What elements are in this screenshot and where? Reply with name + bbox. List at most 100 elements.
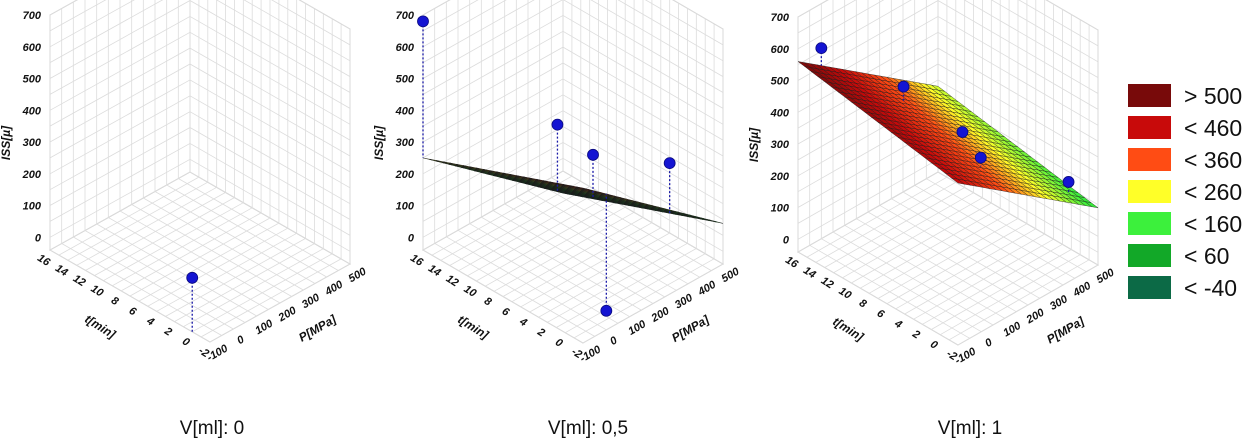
- y-tick-label: 4: [517, 315, 529, 329]
- grid-line: [49, 0, 351, 93]
- legend-label: < 360: [1184, 147, 1242, 173]
- grid-line: [868, 0, 1010, 294]
- grid-line: [112, 0, 253, 287]
- y-tick-label: 14: [801, 264, 818, 281]
- grid-line: [538, 3, 679, 318]
- y-tick-label: 8: [482, 295, 494, 309]
- grid-line: [129, 0, 271, 297]
- data-point: [974, 151, 987, 164]
- z-tick-label: 400: [22, 105, 42, 117]
- grid-line: [422, 0, 724, 93]
- z-tick-label: 400: [770, 107, 790, 119]
- grid-line: [49, 47, 351, 141]
- plot-panel-v05: 0100200300400500600700-10001002003004005…: [372, 0, 742, 365]
- grid-line: [49, 0, 351, 77]
- z-tick-label: 200: [395, 169, 415, 181]
- grid-line: [573, 23, 715, 339]
- grid-line: [904, 0, 1046, 315]
- grid-line: [49, 0, 351, 46]
- data-points: [815, 42, 1075, 193]
- z-tick-label: 600: [771, 44, 790, 56]
- surface-cell: [709, 220, 724, 224]
- grid-line: [797, 0, 939, 253]
- z-tick-label: 700: [771, 12, 790, 24]
- x-tick-label: 300: [1048, 293, 1071, 313]
- x-tick-label: 300: [300, 291, 323, 311]
- data-point: [1062, 176, 1075, 188]
- grid-line: [797, 0, 1099, 47]
- grid-line: [422, 78, 724, 173]
- x-tick-label: 400: [322, 278, 346, 299]
- legend-label: < -40: [1184, 275, 1237, 301]
- y-tick-label: 16: [35, 252, 52, 269]
- y-tick-label: 6: [500, 305, 512, 319]
- legend-label: < 60: [1184, 243, 1229, 269]
- y-tick-label: 2: [161, 325, 173, 339]
- grid-line: [183, 13, 324, 328]
- grid-line: [49, 142, 351, 236]
- y-tick-label: 2: [534, 326, 546, 340]
- grid-line: [449, 0, 591, 266]
- y-axis-label: t[min]: [455, 312, 492, 342]
- grid-line: [49, 0, 191, 251]
- x-tick-label: 400: [1070, 280, 1094, 301]
- y-tick-label: 0: [553, 336, 565, 350]
- grid-line: [547, 8, 688, 323]
- y-tick-label: 10: [462, 283, 479, 300]
- grid-line: [103, 0, 244, 282]
- panel-caption: V[ml]: 0,5: [548, 418, 628, 439]
- legend-swatch: [1128, 244, 1171, 267]
- data-point: [587, 148, 599, 161]
- grid-line: [431, 0, 573, 256]
- z-tick-label: 0: [35, 232, 42, 244]
- grid-line: [49, 63, 351, 157]
- x-tick-label: 300: [673, 292, 696, 312]
- y-tick-label: 0: [928, 338, 940, 352]
- x-tick-label: 200: [276, 304, 300, 325]
- grid-line: [940, 19, 1081, 336]
- grid-line: [824, 0, 966, 268]
- grid-line: [422, 46, 724, 141]
- x-tick-label: 200: [1024, 306, 1048, 327]
- panel-caption: V[ml]: 0: [180, 418, 244, 439]
- grid-line: [806, 0, 948, 258]
- legend-label: < 460: [1184, 115, 1242, 141]
- y-axis-label: t[min]: [830, 314, 867, 344]
- y-tick-label: 10: [837, 285, 854, 302]
- grid-line: [49, 127, 351, 220]
- grid-line: [76, 0, 218, 266]
- legend-swatch: [1128, 180, 1171, 203]
- grid-line: [797, 79, 1099, 174]
- y-tick-label: 14: [426, 262, 443, 279]
- grid-line: [797, 0, 1099, 94]
- grid-line: [49, 15, 351, 109]
- panel-caption: V[ml]: 1: [938, 418, 1002, 439]
- grid-line: [833, 0, 974, 274]
- color-legend: > 500 < 460 < 360 < 260 < 160 < 60 < -40: [1128, 83, 1242, 301]
- grid-line: [67, 0, 209, 261]
- z-tick-label: 200: [22, 169, 42, 181]
- legend-label: < 160: [1184, 211, 1242, 237]
- data-point: [956, 126, 969, 138]
- y-tick-label: 4: [892, 317, 904, 331]
- grid-line: [485, 0, 626, 287]
- data-point: [186, 271, 199, 284]
- y-tick-label: 2: [909, 328, 921, 342]
- x-tick-label: 100: [626, 318, 649, 338]
- y-tick-label: 8: [857, 297, 869, 311]
- legend-swatch: [1128, 212, 1171, 235]
- z-tick-label: 300: [23, 137, 42, 149]
- z-tick-label: 600: [23, 42, 42, 54]
- grid-line: [797, 0, 1099, 78]
- grid-line: [851, 0, 992, 284]
- data-point: [551, 118, 564, 131]
- grid-line: [797, 63, 1099, 158]
- grid-line: [422, 157, 724, 252]
- data-points: [417, 15, 676, 317]
- grid-line: [922, 9, 1063, 325]
- y-tick-label: 10: [89, 283, 106, 300]
- y-tick-label: 6: [127, 305, 139, 319]
- grid-line: [556, 13, 697, 328]
- x-tick-label: 400: [695, 278, 719, 299]
- z-tick-label: 400: [395, 105, 415, 117]
